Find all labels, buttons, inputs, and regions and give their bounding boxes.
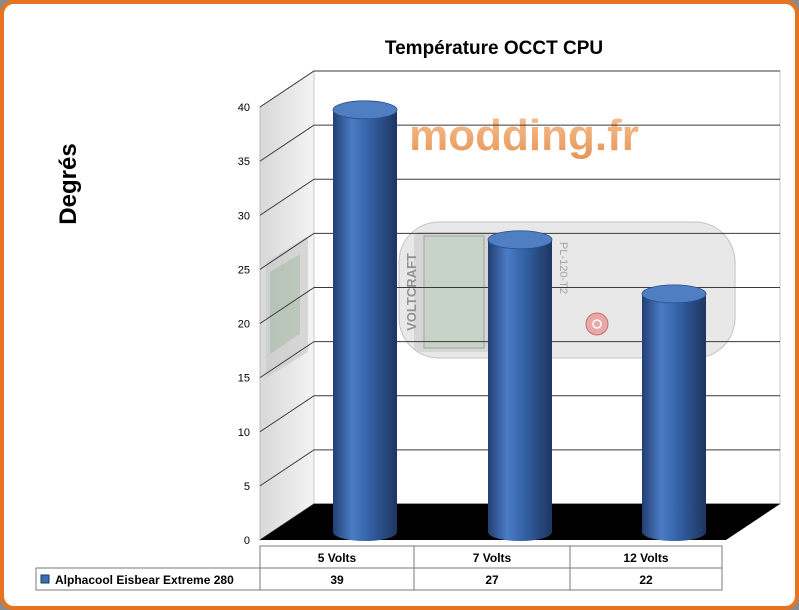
gridline xyxy=(259,449,780,487)
y-tick-label: 40 xyxy=(238,102,250,114)
meter-model-text: PL-120-T2 xyxy=(557,242,569,294)
bars xyxy=(332,100,707,541)
x-category-label: 7 Volts xyxy=(473,551,512,565)
legend-series-name: Alphacool Eisbear Extreme 280 xyxy=(55,573,234,587)
bar xyxy=(641,284,707,541)
y-axis-ticks: 0 5 10 15 20 25 30 35 40 xyxy=(238,102,250,547)
bar-top xyxy=(487,230,553,250)
bar-body xyxy=(333,109,397,541)
table-data-row xyxy=(35,567,723,591)
gridline xyxy=(259,287,780,324)
side-wall-photo xyxy=(266,236,308,378)
bar xyxy=(332,100,398,541)
gridline xyxy=(259,124,780,162)
gridline xyxy=(259,341,780,379)
chart: VOLTCRAFT PL-120-T2 modding.fr 0 5 10 15 20 2… xyxy=(35,38,781,591)
legend-swatch xyxy=(40,574,50,584)
gridline xyxy=(259,232,780,270)
gridline xyxy=(259,70,780,108)
gridline xyxy=(259,178,780,216)
chart-title: Température OCCT CPU xyxy=(385,38,603,59)
bar xyxy=(487,230,553,541)
bar-top xyxy=(641,284,707,304)
y-tick-label: 10 xyxy=(238,427,250,439)
y-tick-label: 15 xyxy=(238,373,250,385)
data-label: 22 xyxy=(639,573,653,587)
y-tick-label: 5 xyxy=(244,481,250,493)
y-tick-label: 30 xyxy=(238,210,250,222)
y-tick-label: 20 xyxy=(238,319,250,331)
bar-body xyxy=(642,293,706,541)
watermark-text: modding.fr xyxy=(409,111,639,160)
data-label: 39 xyxy=(330,573,344,587)
meter-brand-text: VOLTCRAFT xyxy=(404,253,419,331)
y-axis-title: Degrés xyxy=(55,143,82,224)
bar-top xyxy=(332,100,398,120)
x-category-label: 12 Volts xyxy=(623,551,668,565)
y-tick-label: 0 xyxy=(244,535,250,547)
bar-body xyxy=(488,239,552,541)
data-table: 5 Volts 7 Volts 12 Volts 39 27 22 Alphacool Ei… xyxy=(35,545,723,591)
gridline xyxy=(259,395,780,433)
y-tick-label: 35 xyxy=(238,156,250,168)
data-label: 27 xyxy=(485,573,499,587)
y-tick-label: 25 xyxy=(238,264,250,276)
x-category-label: 5 Volts xyxy=(318,551,357,565)
